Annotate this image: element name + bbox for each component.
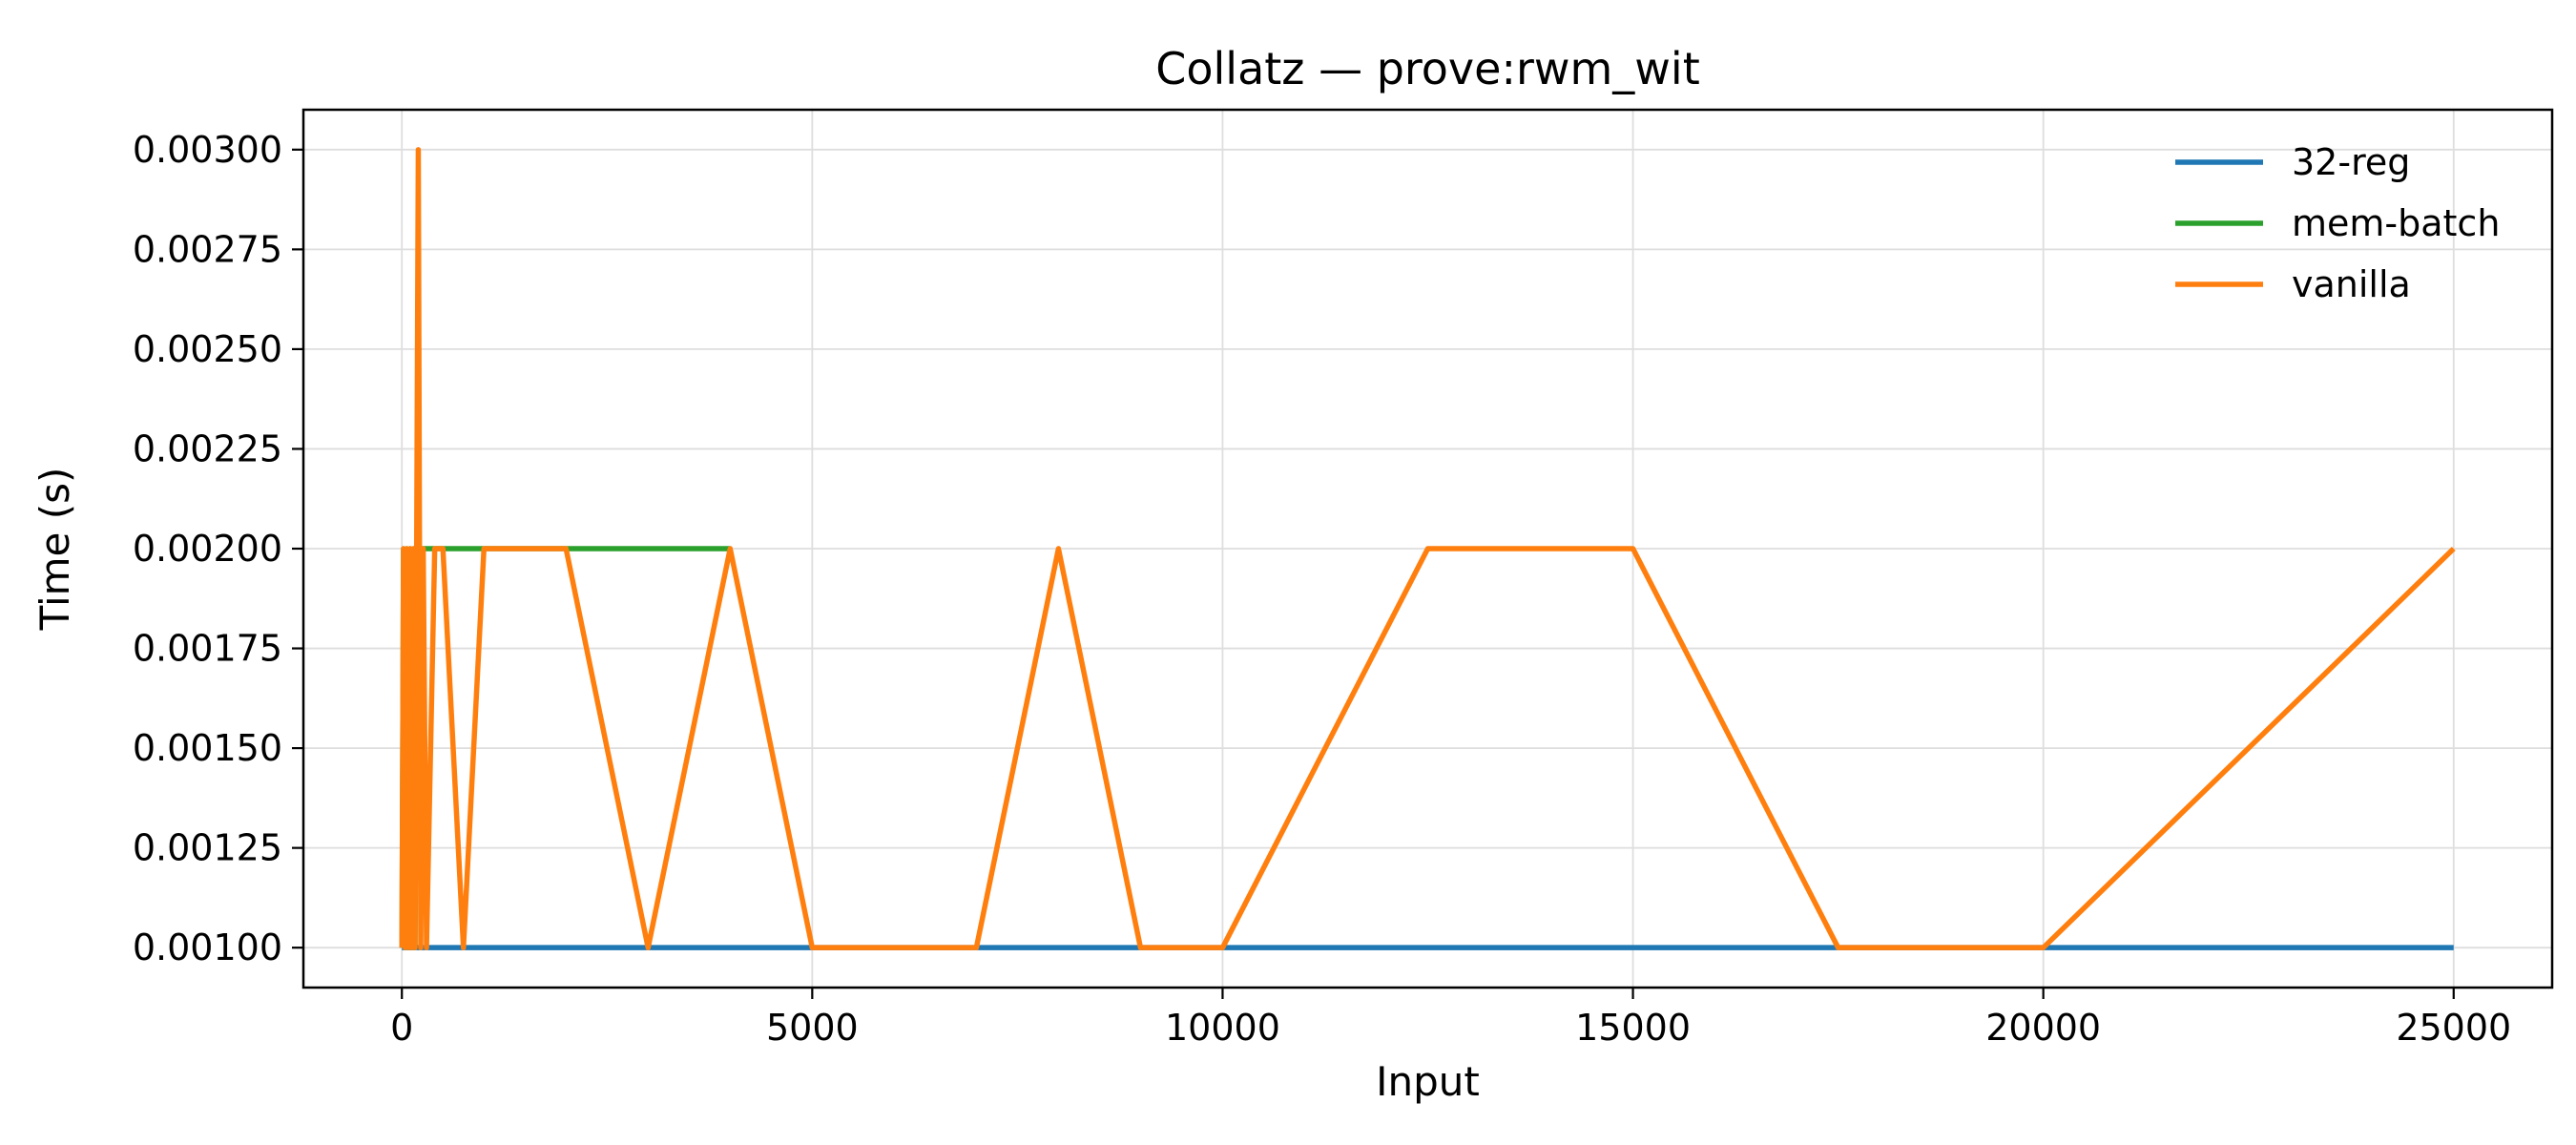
y-tick-label: 0.00300	[133, 129, 282, 171]
legend-label: 32-reg	[2292, 141, 2410, 183]
series-lines	[399, 147, 2456, 950]
series-line-vanilla	[399, 147, 2456, 950]
x-axis-label: Input	[1376, 1058, 1480, 1105]
y-tick-label: 0.00175	[133, 628, 282, 670]
legend-label: vanilla	[2292, 263, 2411, 305]
axis-ticks: 0 5000 10000 15000 20000 25000 0.00100 0.00125 0…	[133, 129, 2511, 1049]
x-tick-label: 5000	[766, 1007, 859, 1049]
legend-label: mem-batch	[2292, 202, 2500, 244]
y-tick-label: 0.00225	[133, 427, 282, 469]
x-tick-label: 15000	[1575, 1007, 1691, 1049]
x-tick-label: 25000	[2396, 1007, 2511, 1049]
chart-title: Collatz — prove:rwm_wit	[1155, 43, 1700, 94]
y-tick-label: 0.00150	[133, 727, 282, 769]
y-axis-label: Time (s)	[31, 468, 78, 632]
y-tick-label: 0.00100	[133, 926, 282, 968]
y-tick-label: 0.00125	[133, 827, 282, 869]
y-tick-label: 0.00250	[133, 328, 282, 370]
x-tick-label: 10000	[1165, 1007, 1280, 1049]
legend: 32-reg mem-batch vanilla	[2175, 141, 2500, 305]
x-tick-label: 0	[390, 1007, 413, 1049]
x-tick-label: 20000	[1985, 1007, 2101, 1049]
y-tick-label: 0.00200	[133, 528, 282, 570]
y-tick-label: 0.00275	[133, 228, 282, 270]
